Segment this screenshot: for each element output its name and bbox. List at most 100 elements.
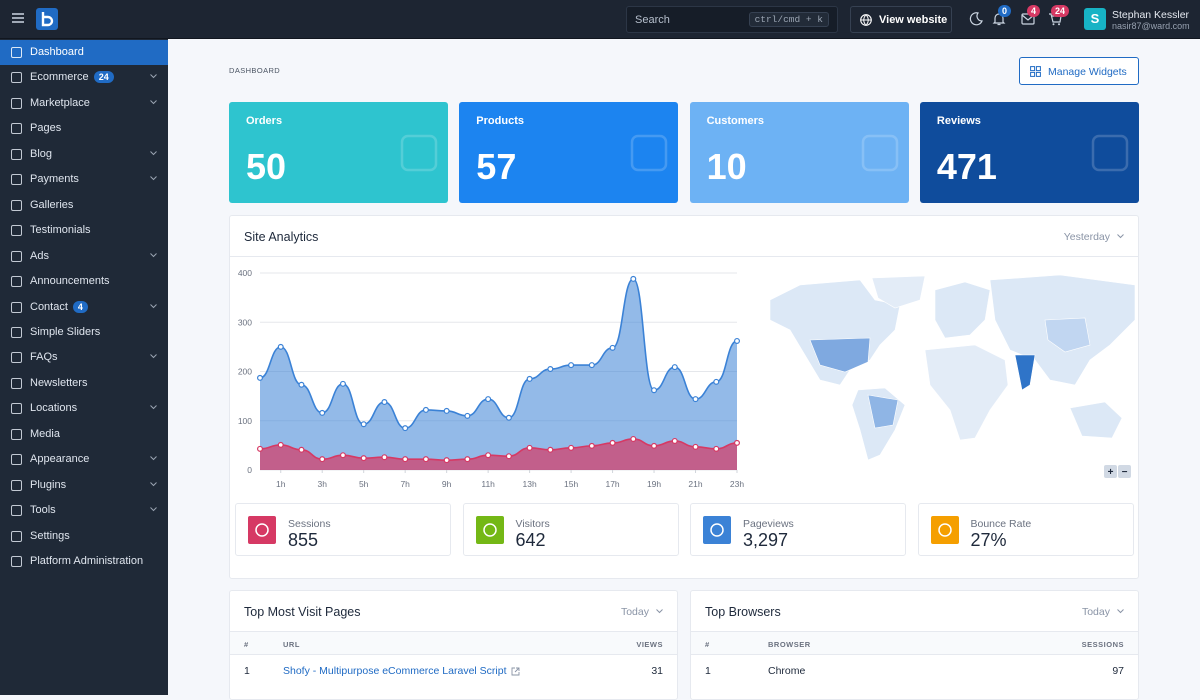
x-tick-label: 1h — [276, 479, 286, 489]
data-point — [298, 381, 305, 388]
menu-item[interactable]: Ecommerce 24 — [0, 65, 168, 90]
sidebar: Dashboard Ecommerce 24 Marketplace Pages Blog… — [0, 39, 168, 695]
period-filter[interactable]: Today — [620, 606, 649, 618]
card-value: 471 — [936, 146, 997, 187]
menu-label: Newsletters — [30, 376, 88, 389]
period-filter[interactable]: Yesterday — [1063, 231, 1110, 243]
row-index: 1 — [705, 665, 711, 677]
menu-item[interactable]: Ads — [0, 244, 168, 269]
menu-item[interactable]: Pages — [0, 116, 168, 141]
menu-item[interactable]: Contact 4 — [0, 295, 168, 320]
page-link[interactable]: Shofy - Multipurpose eCommerce Laravel S… — [283, 665, 507, 677]
search-box[interactable]: Search ctrl/cmd + k — [626, 6, 838, 33]
panel-title: Site Analytics — [244, 230, 319, 244]
map-zoom-label: − — [1122, 467, 1128, 478]
y-tick-label: 400 — [238, 268, 252, 278]
logo[interactable] — [36, 8, 58, 30]
menu-label: Blog — [30, 147, 53, 160]
menu-item[interactable]: Media — [0, 422, 168, 447]
menu-label: Plugins — [30, 478, 67, 491]
stat-icon — [475, 516, 504, 544]
breadcrumb[interactable]: DASHBOARD — [229, 66, 281, 75]
stat-box: Sessions 855 — [235, 503, 451, 556]
menu-item[interactable]: Platform Administration — [0, 549, 168, 574]
chevron-path — [150, 405, 157, 410]
search-placeholder: Search — [635, 14, 670, 26]
chevron-path — [150, 74, 157, 79]
icon-shape — [631, 134, 668, 172]
data-point — [319, 409, 326, 416]
menu-item[interactable]: Payments — [0, 167, 168, 192]
widgets-icon — [1030, 66, 1041, 77]
stat-label: Pageviews — [743, 518, 794, 530]
glyph-shape — [482, 523, 497, 537]
chevron-path — [150, 100, 157, 105]
menu-icon — [11, 72, 22, 84]
menu-item[interactable]: Marketplace — [0, 91, 168, 116]
menu-item[interactable]: Plugins — [0, 473, 168, 498]
menu-item[interactable]: Tools — [0, 498, 168, 523]
x-tick-label: 11h — [481, 479, 495, 489]
menu-item[interactable]: Settings — [0, 524, 168, 549]
menu-item[interactable]: Locations — [0, 396, 168, 421]
menu-toggle[interactable] — [12, 13, 24, 23]
period-filter[interactable]: Today — [1081, 606, 1110, 618]
menu-icon — [11, 199, 22, 211]
data-point — [609, 344, 616, 351]
data-point — [651, 442, 658, 449]
view-website-button[interactable]: View website — [850, 6, 952, 33]
stat-card: Reviews 471 — [919, 102, 1139, 203]
data-point — [485, 396, 492, 403]
menu-item[interactable]: Announcements — [0, 269, 168, 294]
theme-toggle[interactable] — [969, 12, 983, 26]
data-point — [526, 444, 533, 451]
menu-icon — [11, 352, 22, 364]
stat-card: Customers 10 — [689, 102, 909, 203]
menu-item[interactable]: Blog — [0, 142, 168, 167]
chevron — [150, 74, 157, 79]
data-point — [257, 374, 264, 381]
user-name[interactable]: Stephan Kessler — [1112, 9, 1190, 21]
chevron — [150, 507, 157, 512]
stat-glyph — [482, 523, 497, 537]
browser-name: Chrome — [768, 665, 806, 677]
panel-title: Top Most Visit Pages — [244, 605, 361, 619]
menu-icon — [11, 530, 22, 542]
user-avatar[interactable]: S — [1084, 8, 1106, 30]
menu-item[interactable]: Newsletters — [0, 371, 168, 396]
menu-icon — [11, 174, 22, 186]
data-point — [713, 445, 720, 452]
chevron — [150, 354, 157, 359]
external-link-icon — [511, 667, 520, 676]
menu-item[interactable]: FAQs — [0, 345, 168, 370]
menu-item[interactable]: Galleries — [0, 193, 168, 218]
x-tick-label: 13h — [523, 479, 537, 489]
data-point — [360, 455, 367, 462]
menu-item[interactable]: Dashboard — [0, 40, 168, 65]
chevron-path — [150, 354, 157, 359]
data-point — [443, 407, 450, 414]
menu-item[interactable]: Simple Sliders — [0, 320, 168, 345]
chevron — [150, 176, 157, 181]
menu-item[interactable]: Testimonials — [0, 218, 168, 243]
x-tick-label: 3h — [317, 479, 327, 489]
stat-value: 642 — [515, 530, 546, 550]
card-icon — [400, 134, 438, 172]
x-tick-label: 7h — [400, 479, 410, 489]
data-point — [526, 375, 533, 382]
x-tick-label: 21h — [688, 479, 702, 489]
menu-item[interactable]: Appearance — [0, 447, 168, 472]
card-value: 50 — [246, 146, 287, 187]
menu-label: Announcements — [30, 275, 110, 288]
map-zoom-button[interactable] — [1118, 465, 1131, 478]
view-website-label: View website — [879, 14, 948, 26]
map-zoom-button[interactable] — [1104, 465, 1117, 478]
sessions-count: 97 — [1112, 665, 1124, 677]
menu-label: Pages — [30, 122, 62, 135]
stat-icon — [930, 516, 959, 544]
menu-icon — [11, 148, 22, 160]
stat-value: 3,297 — [743, 530, 789, 550]
manage-widgets-button[interactable]: Manage Widgets — [1019, 57, 1139, 85]
menu-icon — [11, 301, 22, 313]
